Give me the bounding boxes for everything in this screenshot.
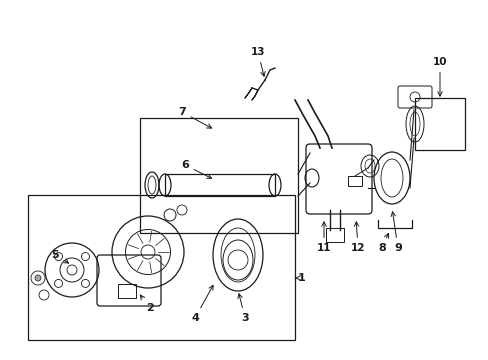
Text: 8: 8: [377, 234, 388, 253]
Text: 12: 12: [350, 222, 365, 253]
Bar: [28, 195, 294, 340]
Text: 5: 5: [51, 250, 68, 263]
Bar: [414, 98, 464, 150]
Text: 4: 4: [191, 285, 213, 323]
Circle shape: [81, 279, 89, 287]
Circle shape: [55, 279, 62, 287]
Text: 9: 9: [390, 212, 401, 253]
Bar: [118, 284, 136, 298]
Circle shape: [55, 253, 62, 261]
Text: 1: 1: [295, 273, 305, 283]
Text: 13: 13: [250, 47, 264, 76]
Bar: [347, 176, 361, 186]
Text: 10: 10: [432, 57, 447, 96]
Bar: [325, 228, 343, 242]
Text: 3: 3: [237, 294, 248, 323]
Bar: [164, 174, 274, 196]
Circle shape: [81, 253, 89, 261]
Text: 6: 6: [181, 160, 211, 178]
Text: 2: 2: [140, 295, 154, 313]
Bar: [140, 118, 297, 233]
Circle shape: [35, 275, 41, 281]
Text: 7: 7: [178, 107, 211, 128]
Text: 11: 11: [316, 222, 330, 253]
